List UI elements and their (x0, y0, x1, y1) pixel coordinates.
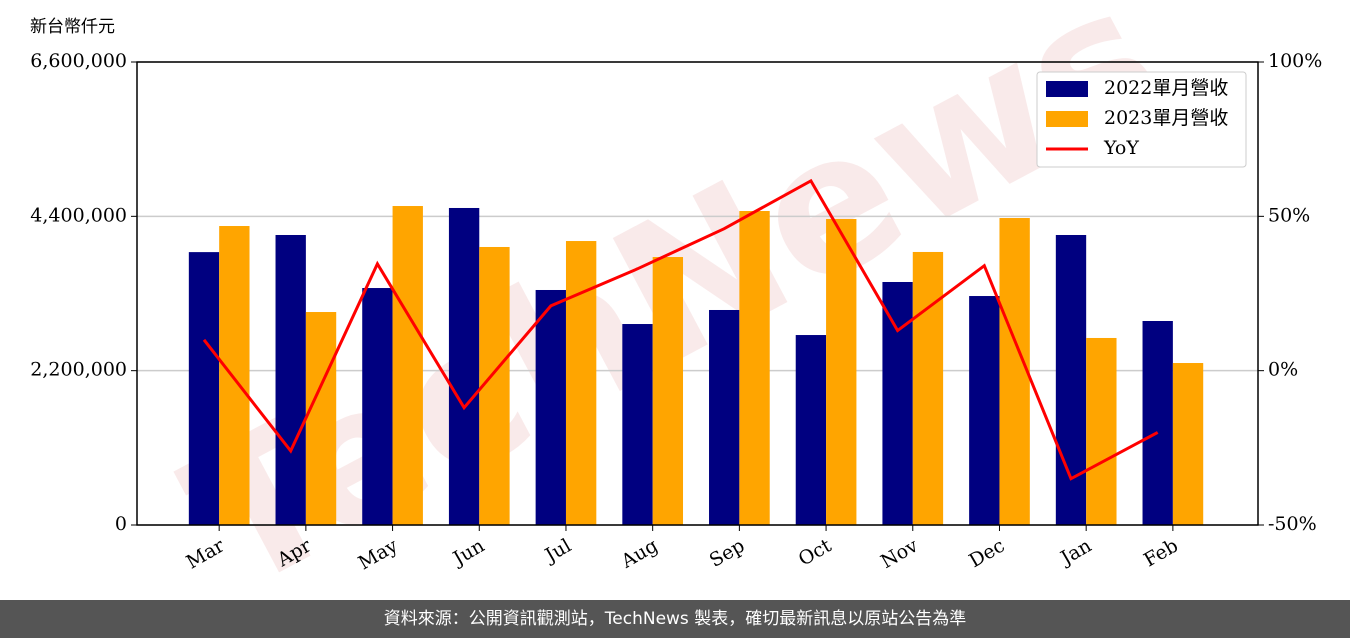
x-tick-label: Feb (1140, 535, 1182, 572)
legend-swatch (1046, 81, 1088, 97)
chart: TechNews新台幣仟元02,200,0004,400,0006,600,00… (30, 0, 1322, 600)
bar (1172, 363, 1204, 525)
x-tick-label: Nov (877, 534, 922, 573)
y-tick-label: 2,200,000 (30, 359, 127, 381)
legend-label: YoY (1103, 137, 1139, 159)
x-tick-label: Oct (795, 534, 836, 570)
bar (622, 324, 653, 525)
y-tick-label: 6,600,000 (30, 50, 127, 72)
y2-tick-label: 0% (1268, 359, 1298, 381)
bar (219, 226, 250, 526)
x-tick-label: Jul (540, 535, 575, 568)
footer: 資料來源：公開資訊觀測站，TechNews 製表，確切最新訊息以原站公告為準 (0, 600, 1350, 638)
bar (1086, 337, 1117, 525)
y-axis-label: 新台幣仟元 (30, 17, 115, 37)
x-tick-label: Jan (1055, 535, 1095, 571)
bar (826, 218, 857, 525)
plot-frame (136, 61, 1259, 526)
legend-box (1036, 71, 1247, 168)
legend-label: 2022單月營收 (1104, 77, 1228, 99)
x-tick-label: Jun (448, 535, 489, 571)
legend: 2022單月營收 2023單月營收 YoY (1036, 71, 1247, 168)
x-tick-label: Aug (617, 535, 662, 574)
y-tick-label: 0 (115, 513, 127, 535)
bar (882, 281, 913, 525)
bar (999, 218, 1030, 525)
yoy-line (202, 178, 1159, 481)
bar (392, 206, 423, 525)
bar (535, 289, 566, 525)
y2-tick-label: -50% (1268, 513, 1317, 535)
bar (448, 207, 480, 526)
bar (795, 335, 827, 525)
bar (912, 251, 944, 525)
y2-tick-label: 50% (1268, 204, 1310, 226)
bar (739, 211, 770, 525)
y2-tick-label: 100% (1268, 50, 1322, 72)
bar (565, 241, 597, 525)
bar (652, 257, 684, 525)
y-tick-label: 4,400,000 (30, 204, 127, 226)
bar (188, 252, 220, 526)
bar (1142, 320, 1173, 525)
x-tick-label: Sep (706, 535, 749, 572)
bar (969, 296, 1000, 525)
legend-label: 2023單月營收 (1104, 107, 1228, 129)
bar (362, 288, 393, 525)
x-tick-label: Dec (965, 535, 1008, 573)
bar (305, 312, 337, 525)
bar (709, 309, 740, 525)
legend-swatch (1046, 111, 1088, 127)
bar (275, 234, 306, 525)
bar (1055, 234, 1087, 525)
